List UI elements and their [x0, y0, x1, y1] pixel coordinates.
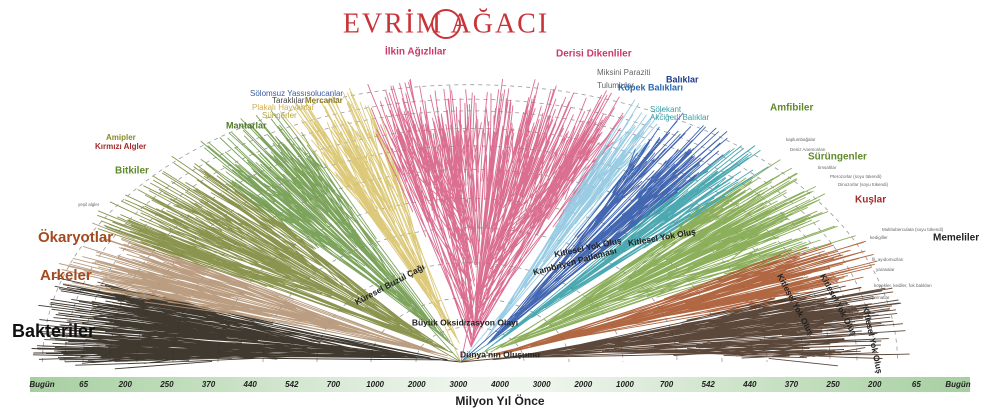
timeline-tick: 370: [785, 380, 799, 389]
clade-branches: [58, 222, 462, 363]
clade-branches: [460, 145, 769, 363]
group-label: Miksini Paraziti: [597, 68, 651, 77]
timeline-tick: 370: [202, 380, 216, 389]
group-label: Ökaryotlar: [38, 229, 113, 246]
timeline-tick: Bugün: [29, 380, 54, 389]
clade-branches: [460, 159, 856, 363]
time-arc: [42, 84, 898, 363]
timeline-tick: 250: [159, 380, 174, 389]
timeline-tick: 700: [327, 380, 341, 389]
event-label: Büyük Oksidizasyon Olayı: [412, 317, 518, 327]
group-label: Arkeler: [40, 267, 92, 284]
event-label: Dünya'nın Oluşumu: [460, 349, 540, 359]
timeline-tick: 2000: [407, 380, 426, 389]
group-label: Bitkiler: [115, 166, 149, 177]
timeline-tick: 65: [912, 380, 921, 389]
group-label: Sürüngenler: [808, 152, 867, 163]
timeline-tick: 200: [118, 380, 133, 389]
timeline-tick: 542: [702, 380, 716, 389]
group-label: Balıklar: [666, 74, 699, 84]
timeline-tick: 440: [243, 380, 258, 389]
group-label: Köpek Balıkları: [618, 82, 683, 92]
group-label: Akciğerli Balıklar: [650, 113, 709, 122]
small-label: yeşil algler: [78, 202, 100, 207]
time-arc: [109, 128, 831, 363]
timeline-tick: 1000: [366, 380, 384, 389]
time-arc: [64, 98, 876, 363]
timeline-tick: 700: [660, 380, 674, 389]
group-label: Taraklılar: [272, 96, 305, 105]
small-label: timsahlar: [818, 165, 837, 170]
group-label: Memeliler: [933, 233, 979, 244]
small-label: kedigiller: [870, 235, 888, 240]
clade-branches: [460, 99, 665, 363]
small-label: Multituberculata (soyu tükendi): [882, 227, 944, 232]
group-label: Mantarlar: [226, 120, 267, 130]
group-label: Amipler: [106, 133, 136, 142]
timeline-tick: 3000: [533, 380, 551, 389]
group-label: Kuşlar: [855, 195, 886, 206]
group-label: Amfibiler: [770, 103, 813, 114]
logo-emblem: [431, 9, 461, 39]
logo: EVRİM AĞACI: [343, 8, 549, 39]
clade-branches: [460, 240, 878, 363]
group-label: Mercanlar: [305, 96, 343, 105]
small-label: Dinozorlar (soyu tükendi): [838, 182, 889, 187]
timeline-bar: [30, 377, 970, 392]
time-arc: [172, 168, 768, 363]
timeline-tick: 65: [79, 380, 88, 389]
timeline-tick: 2000: [573, 380, 592, 389]
clade-branches: [200, 110, 462, 363]
timeline-tick: 1000: [616, 380, 634, 389]
timeline-tick: 200: [867, 380, 882, 389]
timeline-tick: Bugün: [945, 380, 970, 389]
group-label: Sölekant: [650, 105, 682, 114]
small-label: Deniz Anemonları: [790, 147, 826, 152]
group-label: Tulumlular: [597, 81, 634, 90]
group-label: Bakteriler: [12, 321, 95, 341]
group-label: Derisi Dikenliler: [556, 49, 632, 60]
small-label: yarasalar: [876, 267, 895, 272]
group-label: Süngerler: [262, 111, 297, 120]
timeline-tick: 4000: [490, 380, 509, 389]
clade-branches: [460, 285, 910, 367]
small-label: fil, ayıdomuzları: [872, 257, 904, 262]
timeline-tick: 542: [285, 380, 299, 389]
group-label: İlkin Ağızlılar: [385, 45, 446, 58]
clade-branches: [460, 112, 728, 363]
group-label: Kırmızı Algler: [95, 142, 146, 151]
small-label: köpekler, kediler, fok balıkları: [874, 283, 932, 288]
clade-branches: [367, 78, 624, 363]
small-label: primatlar: [872, 295, 890, 300]
logo-title: EVRİM AĞACI: [343, 8, 549, 39]
clade-branches: [279, 87, 462, 363]
time-arc: [262, 227, 678, 363]
timeline-tick: 250: [825, 380, 840, 389]
small-label: Pterozorlar (soyu tükendi): [830, 174, 882, 179]
group-label: Sölomsuz Yassısolucanlar: [250, 89, 343, 98]
timeline-tick: 3000: [449, 380, 467, 389]
small-label: kaplumbağalar: [786, 137, 816, 142]
timeline-label: Milyon Yıl Önce: [455, 393, 544, 408]
group-label: Plakalı Hayvanlar: [252, 103, 315, 112]
timeline-tick: 440: [742, 380, 757, 389]
